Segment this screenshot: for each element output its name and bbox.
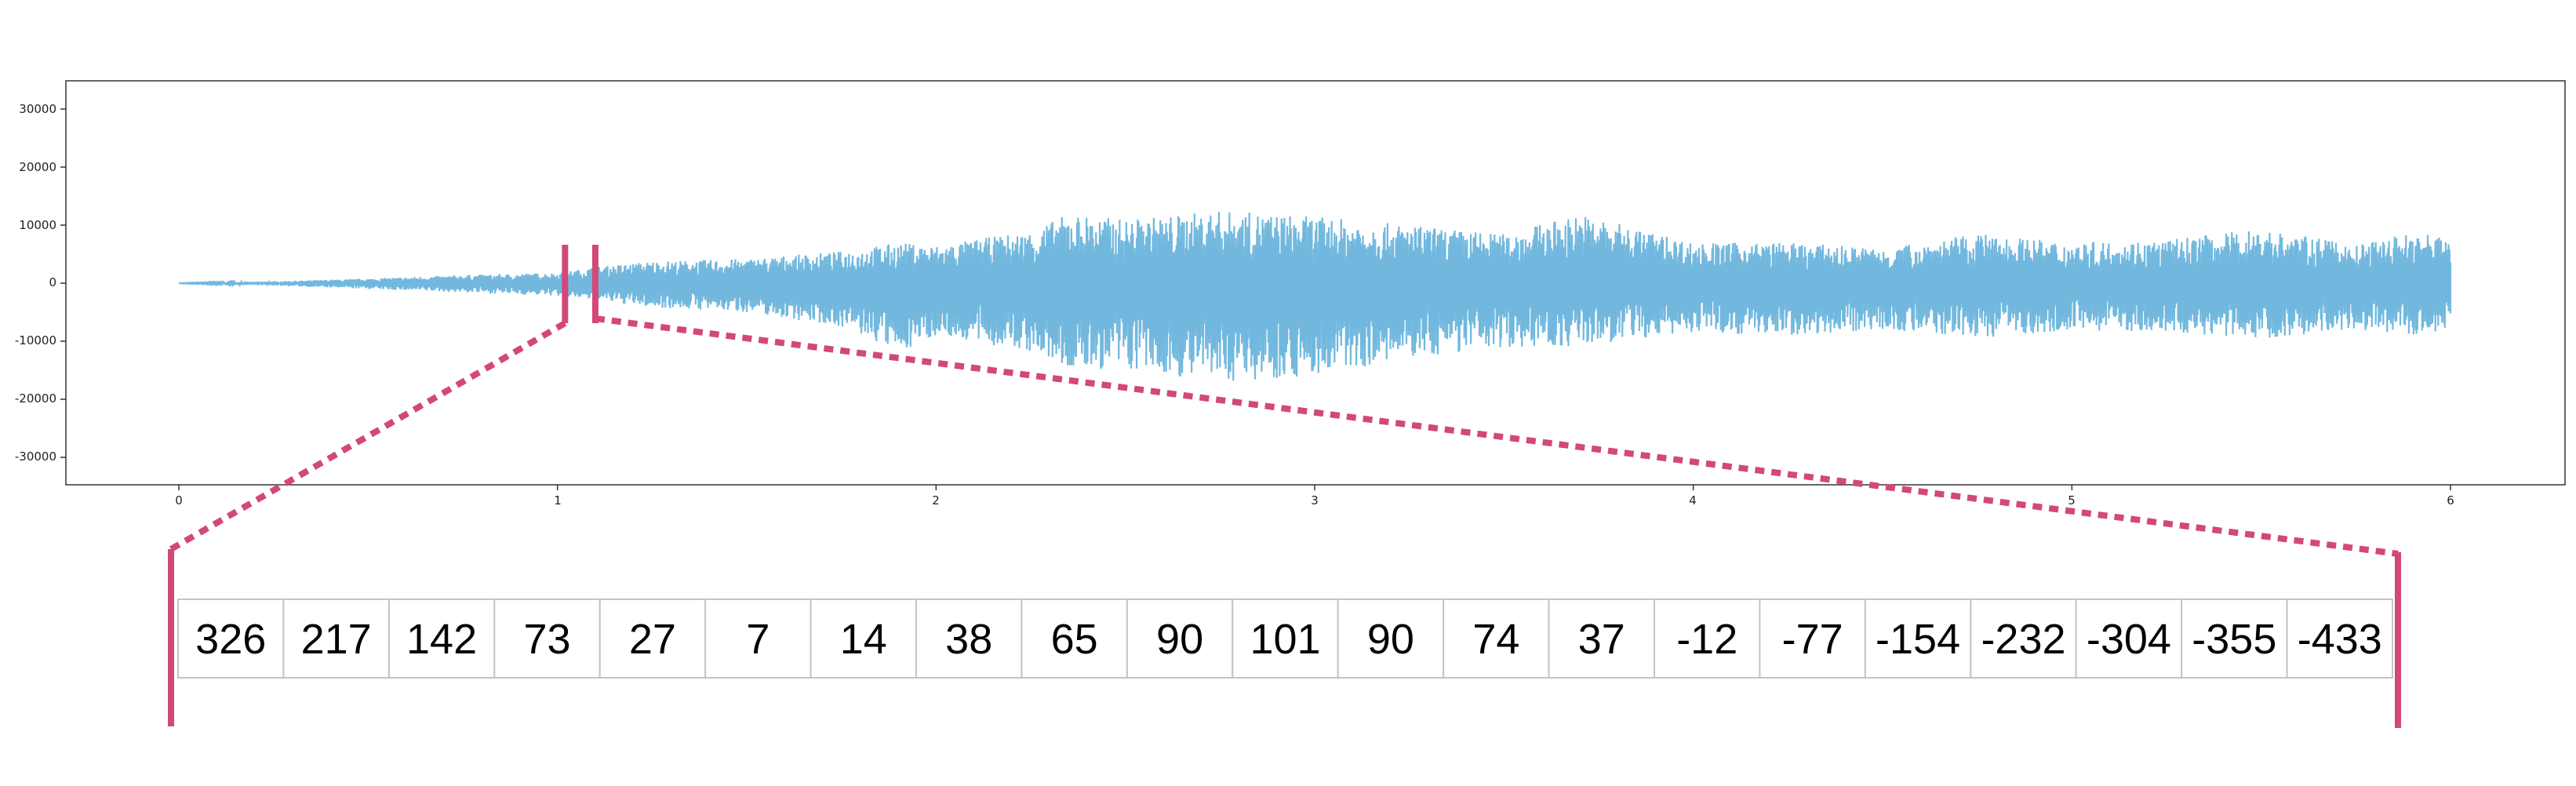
sample-value: -304 — [2087, 616, 2171, 663]
sample-value: 27 — [629, 616, 676, 663]
sample-value: -77 — [1782, 616, 1843, 663]
zoom-connector-left — [169, 320, 567, 552]
table-cell — [2075, 599, 2183, 679]
x-axis-ticks: 0 1 2 3 4 5 6 — [175, 485, 2454, 508]
sample-value: 217 — [301, 616, 372, 663]
x-tick-label: 4 — [1689, 493, 1697, 508]
zoom-connector-right — [595, 315, 2399, 557]
y-tick-label: 20000 — [19, 160, 56, 174]
x-tick-label: 5 — [2068, 493, 2076, 508]
sample-value: 90 — [1156, 616, 1203, 663]
sample-value: -154 — [1876, 616, 1960, 663]
y-tick-label: -20000 — [15, 391, 56, 406]
x-tick-label: 1 — [554, 493, 562, 508]
sample-value: -433 — [2298, 616, 2382, 663]
table-cell — [282, 599, 390, 679]
table-cell — [1864, 599, 1972, 679]
table-cell — [704, 599, 812, 679]
y-tick-label: 0 — [49, 275, 56, 289]
table-cell — [1548, 599, 1655, 679]
x-tick-label: 6 — [2447, 493, 2454, 508]
sample-values-table: 326 217 142 73 27 7 14 38 65 90 101 90 74 37 -12 -77 -15… — [177, 599, 2394, 679]
zoom-callout — [168, 245, 2401, 728]
waveform-signal — [179, 212, 2452, 381]
table-cell — [387, 599, 496, 679]
table-cell — [2181, 599, 2288, 679]
sample-value: 101 — [1250, 616, 1320, 663]
sample-value: 7 — [746, 616, 770, 663]
table-cell — [1759, 599, 1866, 679]
sample-value: 65 — [1051, 616, 1098, 663]
sample-value: 326 — [195, 616, 266, 663]
table-cell — [1443, 599, 1550, 679]
table-cell — [1126, 599, 1234, 679]
sample-value: -232 — [1981, 616, 2065, 663]
x-tick-label: 2 — [932, 493, 940, 508]
sample-value: 37 — [1578, 616, 1625, 663]
table-cell — [1337, 599, 1445, 679]
sample-value: 14 — [840, 616, 887, 663]
plot-area: 0 1 2 3 4 5 6 30000 20000 10000 0 -10000… — [15, 80, 2566, 508]
table-cell — [2286, 599, 2394, 679]
sample-value: 73 — [523, 616, 570, 663]
sample-value: -355 — [2192, 616, 2276, 663]
table-cell — [1021, 599, 1128, 679]
sample-value: -12 — [1676, 616, 1737, 663]
y-tick-label: 10000 — [19, 218, 56, 232]
sample-value: 74 — [1472, 616, 1519, 663]
table-cell — [1232, 599, 1339, 679]
waveform-line — [179, 212, 2452, 381]
table-cell — [177, 599, 285, 679]
table-cell — [915, 599, 1023, 679]
x-tick-label: 0 — [175, 493, 183, 508]
y-axis-ticks: 30000 20000 10000 0 -10000 -20000 -30000 — [15, 102, 66, 464]
y-tick-label: -10000 — [15, 333, 56, 348]
sample-value: 38 — [945, 616, 992, 663]
x-tick-label: 3 — [1311, 493, 1319, 508]
table-cell — [1970, 599, 2077, 679]
y-tick-label: 30000 — [19, 102, 56, 116]
sample-value: 90 — [1367, 616, 1414, 663]
y-tick-label: -30000 — [15, 449, 56, 464]
sample-value: 142 — [406, 616, 477, 663]
